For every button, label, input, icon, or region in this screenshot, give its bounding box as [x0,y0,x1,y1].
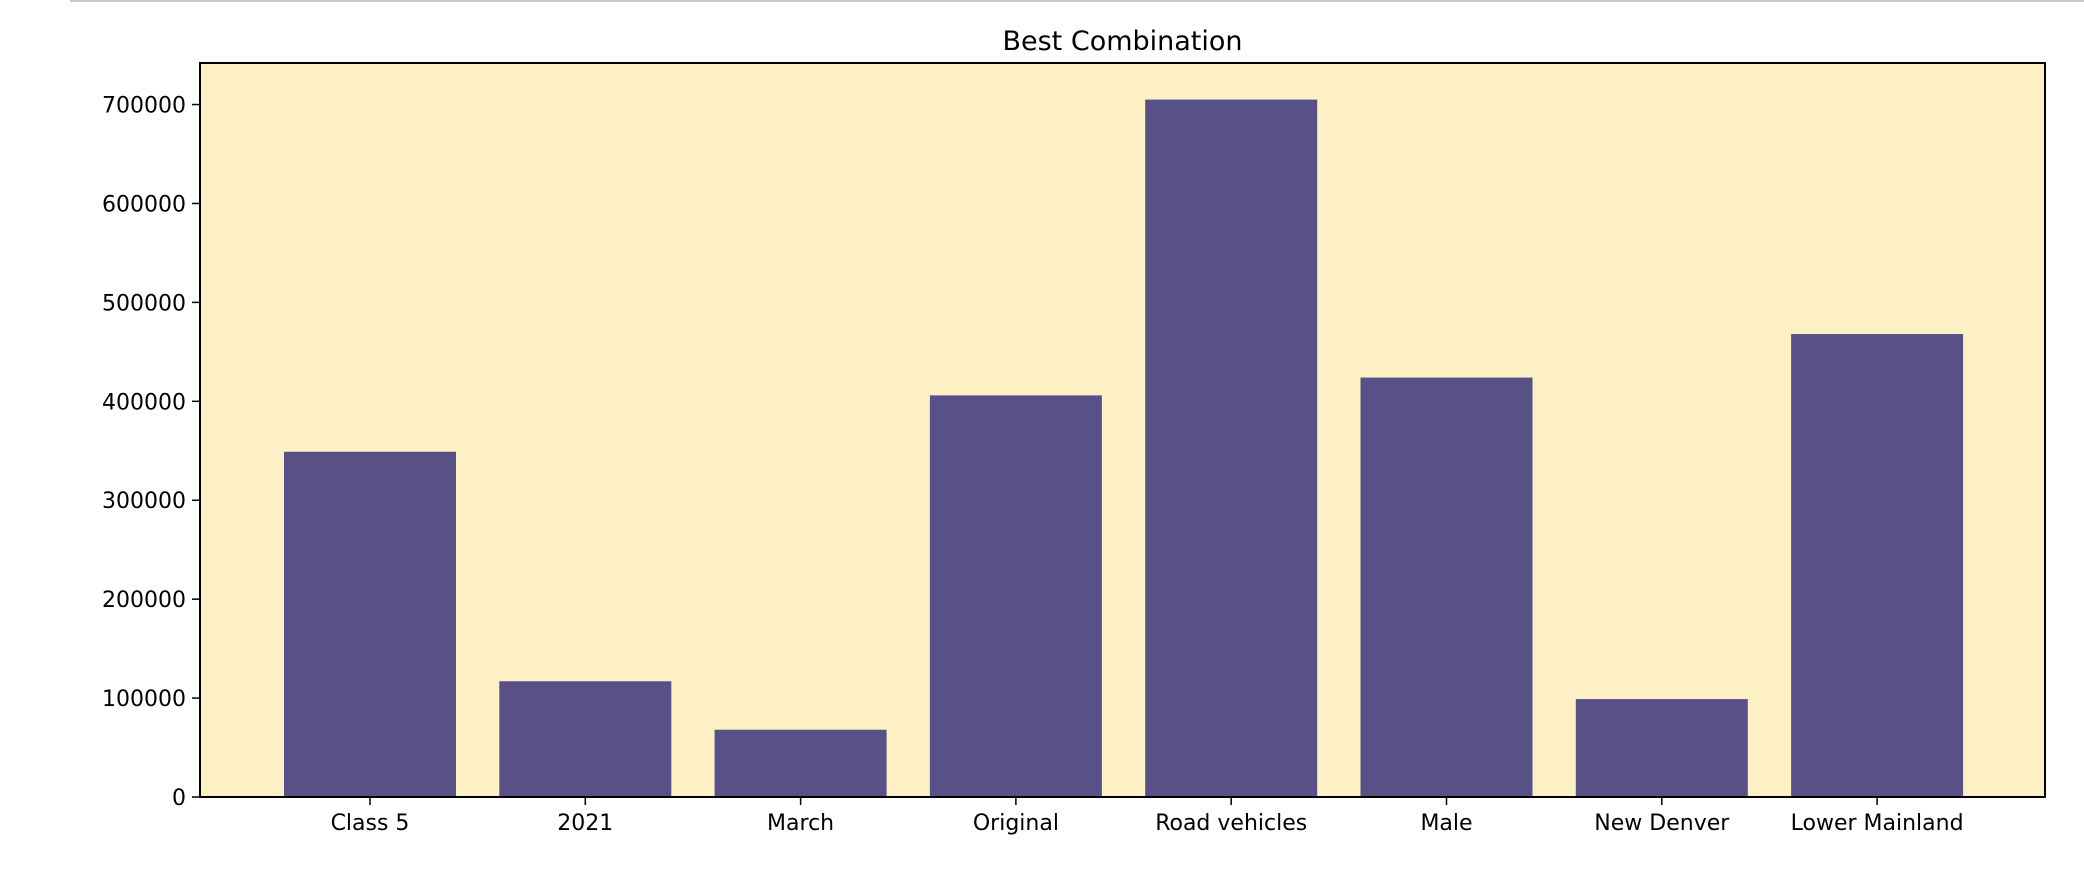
bar-road-vehicles [1145,99,1318,798]
x-tick-label: Original [973,811,1059,836]
y-tick-label: 100000 [102,687,186,712]
y-tick-label: 400000 [102,390,186,415]
top-divider [70,0,2084,2]
x-tick-label: Male [1420,811,1472,836]
x-tick-label: March [767,811,834,836]
y-tick-label: 300000 [102,489,186,514]
x-tick-label: New Denver [1594,811,1730,836]
bar-2021 [499,681,672,797]
y-tick-label: 500000 [102,291,186,316]
x-tick-label: Lower Mainland [1791,811,1964,836]
bar-march [714,729,887,797]
bar-lower-mainland [1791,334,1964,797]
bar-class-5 [284,451,456,797]
bar-original [929,395,1102,797]
y-tick-label: 0 [172,786,186,811]
bar-new-denver [1575,699,1748,797]
chart-title: Best Combination [1002,26,1242,57]
x-tick-label: Class 5 [331,811,410,836]
y-tick-label: 200000 [102,588,186,613]
plot-area [200,63,2045,797]
y-tick-label: 700000 [102,94,186,119]
x-tick-label: 2021 [557,811,613,836]
plot-frame [199,62,2046,798]
y-tick-label: 600000 [102,192,186,217]
x-tick-label: Road vehicles [1155,811,1307,836]
bar-male [1360,377,1533,797]
